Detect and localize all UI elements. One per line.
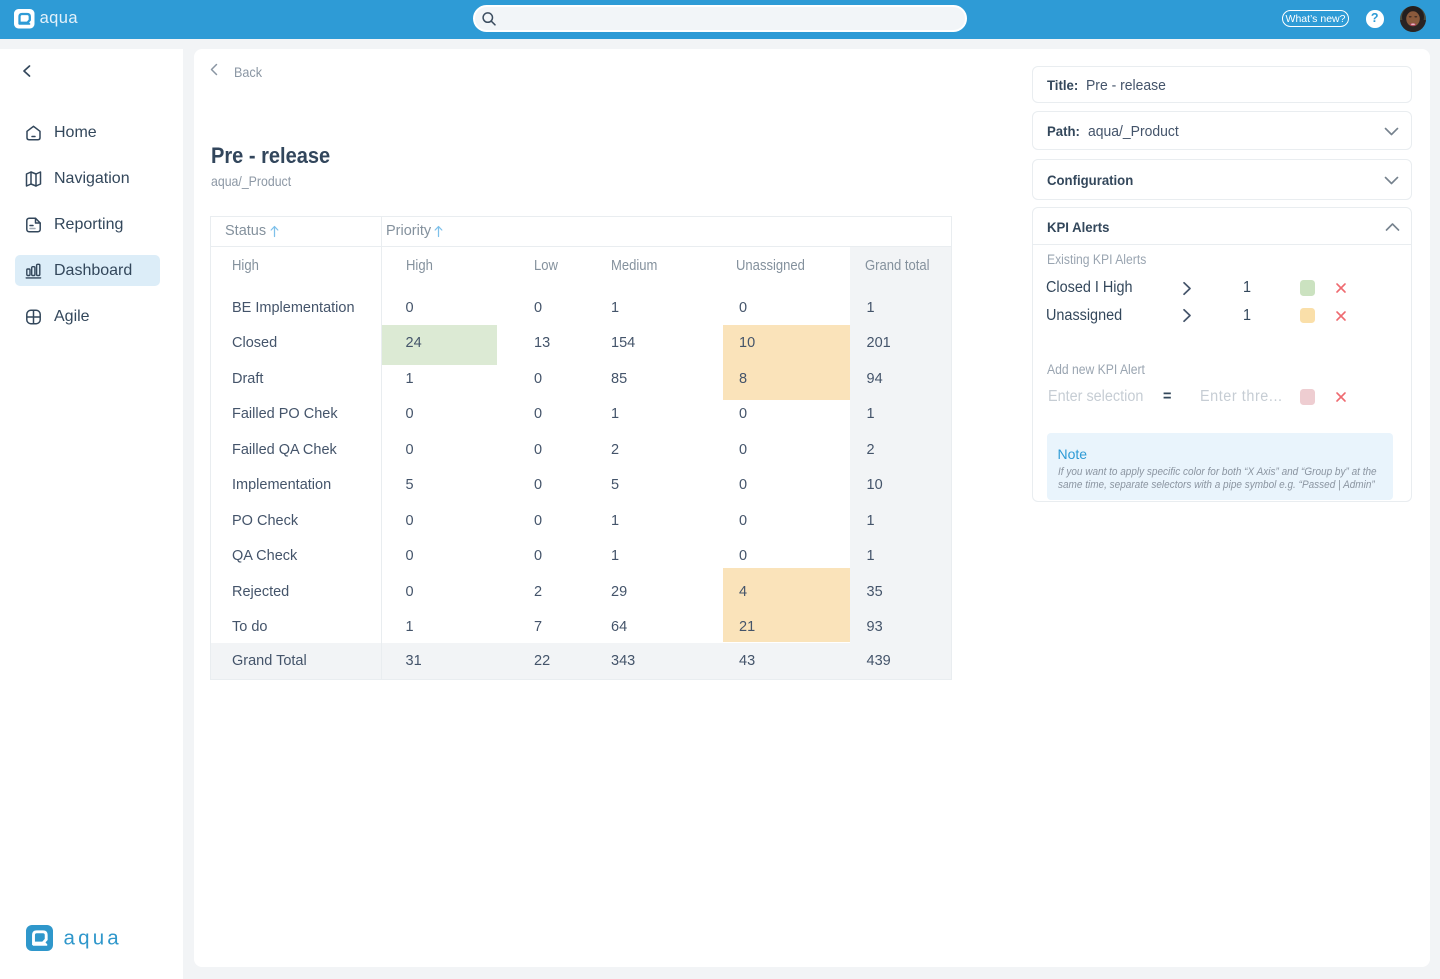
svg-text:aqua: aqua <box>40 9 79 27</box>
svg-text:aqua: aqua <box>64 926 122 949</box>
